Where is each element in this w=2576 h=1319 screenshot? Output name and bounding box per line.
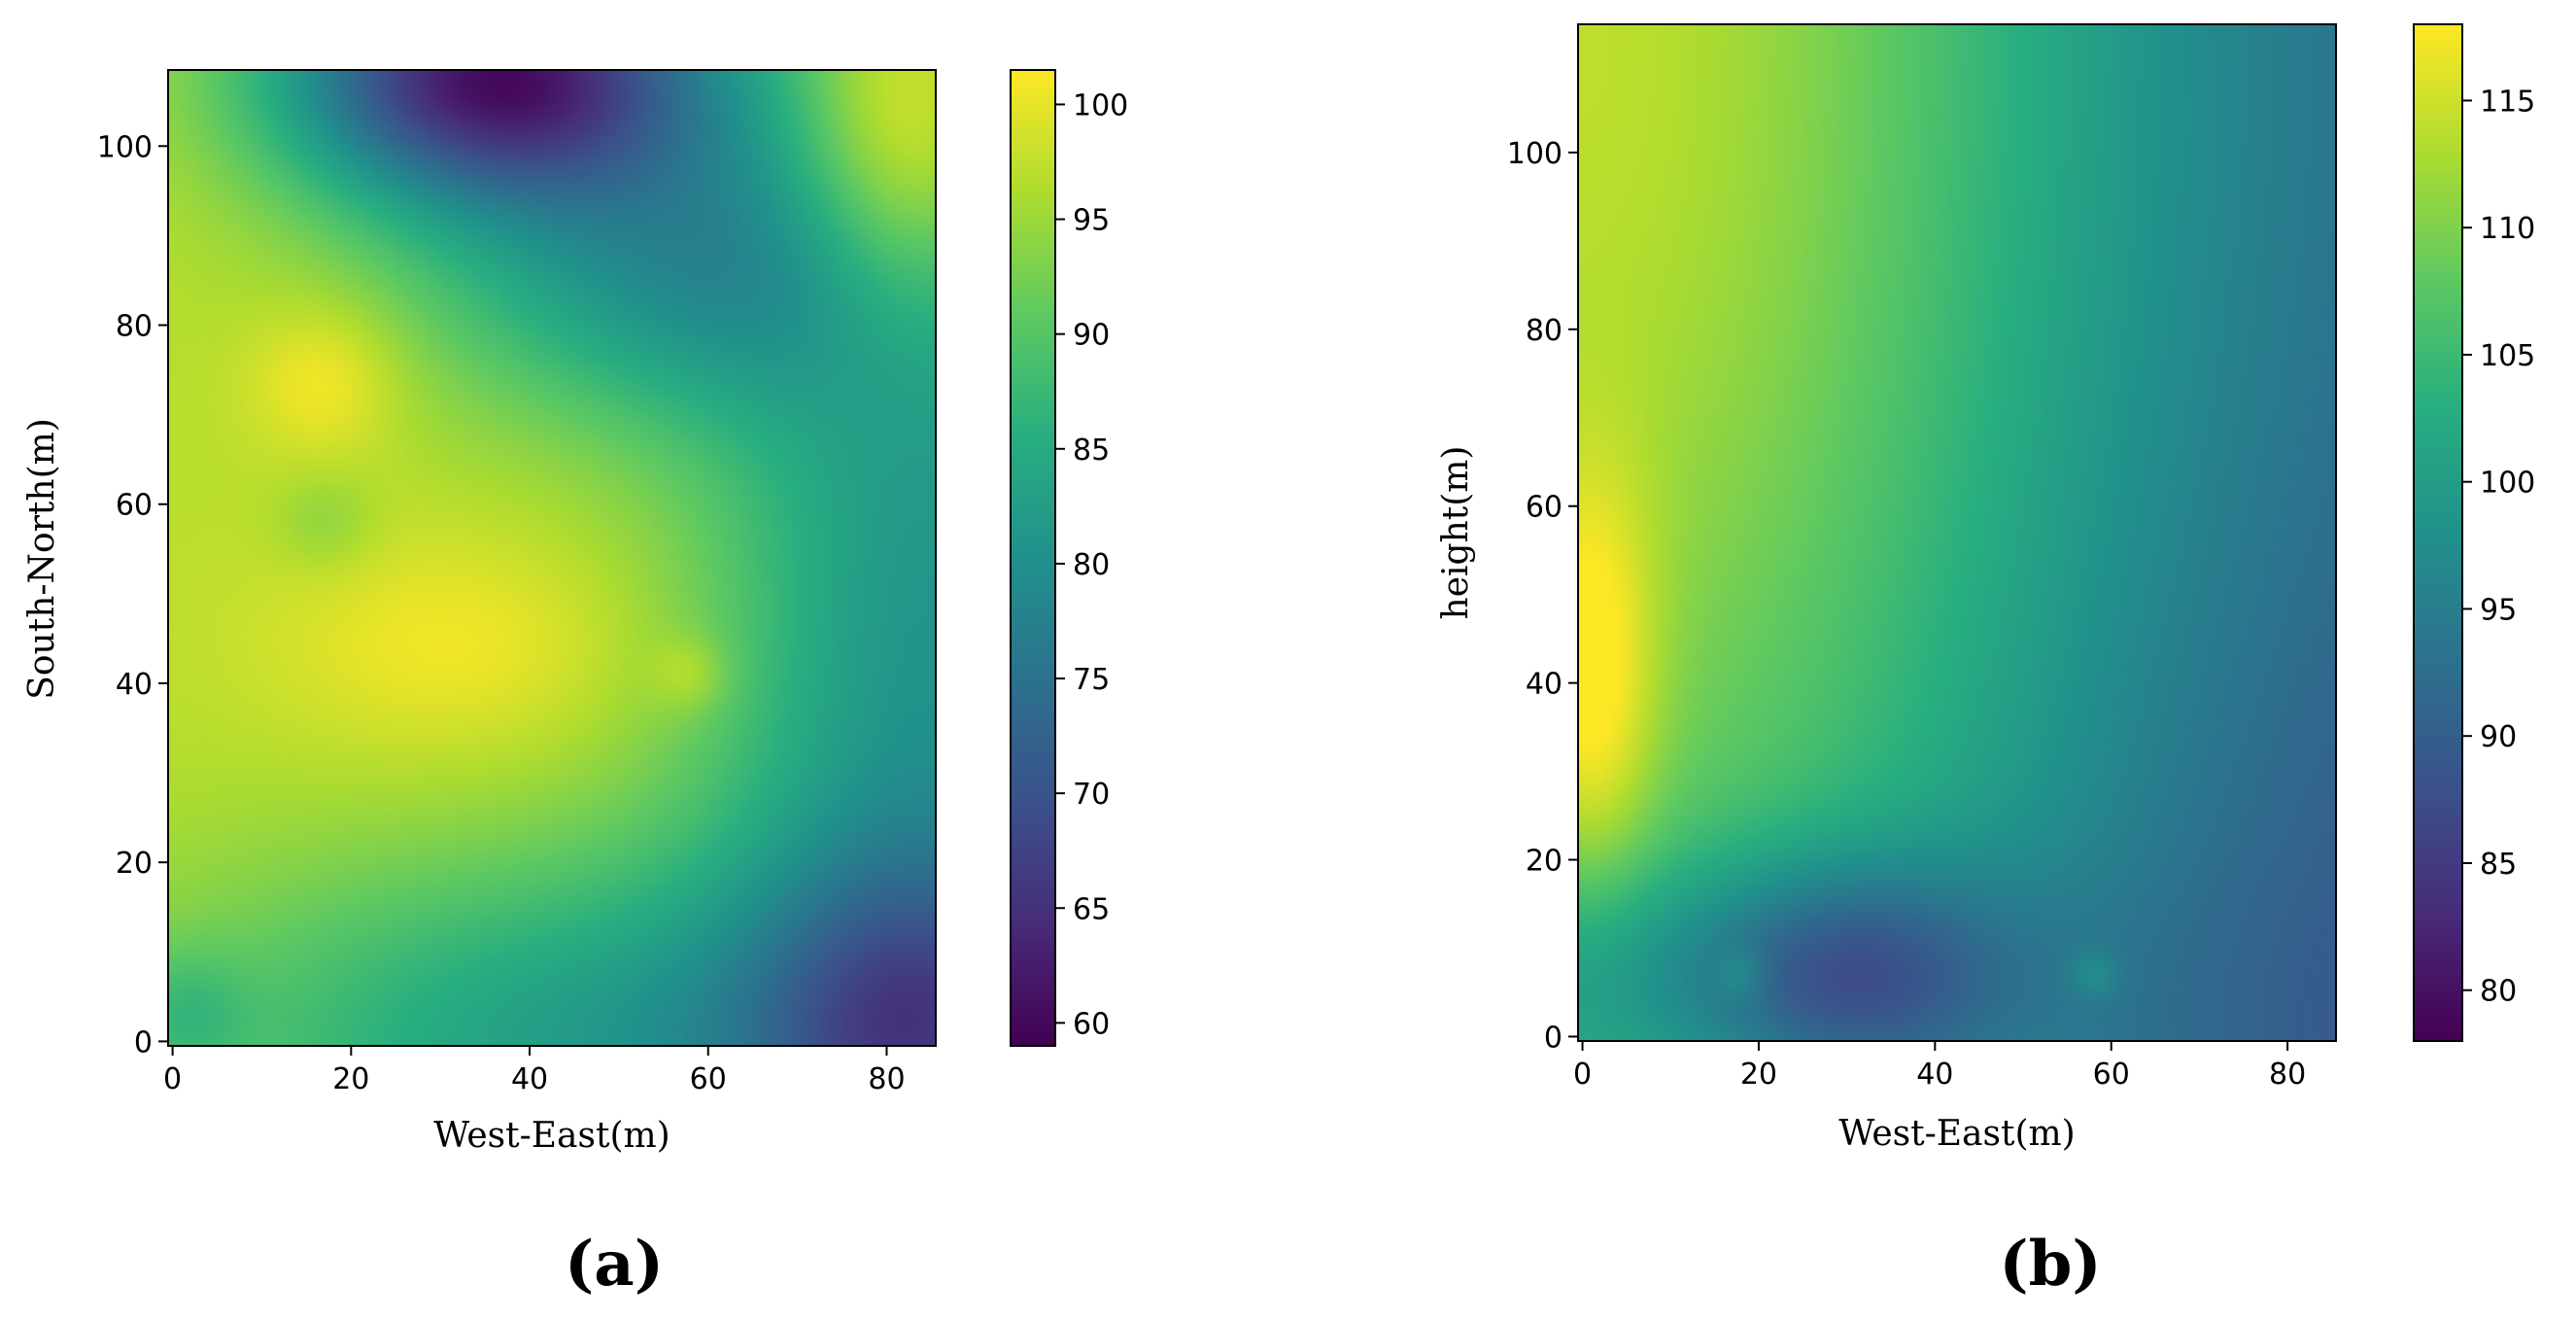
x-axis-label-a: West-East(m) bbox=[433, 1116, 670, 1156]
colorbar-tick-label: 105 bbox=[2480, 339, 2535, 373]
colorbar-tick-label: 100 bbox=[2480, 467, 2535, 501]
x-axis-label-b: West-East(m) bbox=[1838, 1114, 2075, 1154]
y-axis-label-b: height(m) bbox=[1436, 446, 1476, 620]
panel-b-heatmap: 0 20 40 60 80 0 20 40 60 80 100 West-East(m) heig… bbox=[1436, 23, 2535, 1301]
y-ticks-a: 0 20 40 60 80 100 bbox=[97, 130, 168, 1059]
y-tick-label: 40 bbox=[116, 668, 153, 702]
y-tick-label: 60 bbox=[1526, 491, 1563, 525]
y-tick-label: 20 bbox=[116, 847, 153, 881]
x-tick-label: 80 bbox=[868, 1062, 905, 1096]
colorbar-tick-label: 95 bbox=[1073, 204, 1110, 238]
colorbar-tick-label: 110 bbox=[2480, 212, 2535, 246]
x-tick-label: 20 bbox=[332, 1062, 369, 1096]
colorbar-tick-label: 80 bbox=[1073, 548, 1110, 582]
colorbar-tick-label: 100 bbox=[1073, 88, 1128, 122]
y-tick-label: 100 bbox=[97, 130, 153, 164]
x-tick-label: 60 bbox=[2093, 1058, 2130, 1092]
colorbar-tick-label: 80 bbox=[2480, 975, 2517, 1009]
x-tick-label: 40 bbox=[1916, 1058, 1953, 1092]
y-tick-label: 80 bbox=[116, 310, 153, 344]
colorbar-tick-label: 90 bbox=[2480, 720, 2517, 754]
colorbar-frame-a bbox=[1010, 69, 1056, 1047]
y-tick-label: 100 bbox=[1507, 137, 1563, 171]
colorbar-a bbox=[1011, 70, 1055, 1046]
y-tick-label: 80 bbox=[1526, 314, 1563, 348]
panel-label-b: (b) bbox=[1999, 1228, 2101, 1301]
y-tick-label: 0 bbox=[1544, 1021, 1563, 1055]
x-ticks-a: 0 20 40 60 80 bbox=[163, 1046, 906, 1096]
x-tick-label: 80 bbox=[2269, 1058, 2306, 1092]
x-tick-label: 0 bbox=[1573, 1058, 1592, 1092]
colorbar-tick-label: 70 bbox=[1073, 778, 1110, 812]
colorbar-ticks-a: 60 65 70 75 80 85 90 95 100 bbox=[1055, 88, 1128, 1041]
y-tick-label: 40 bbox=[1526, 668, 1563, 702]
y-tick-label: 20 bbox=[1526, 845, 1563, 879]
x-tick-label: 40 bbox=[511, 1062, 548, 1096]
x-ticks-b: 0 20 40 60 80 bbox=[1573, 1041, 2306, 1092]
colorbar-tick-label: 115 bbox=[2480, 85, 2535, 119]
colorbar-tick-label: 65 bbox=[1073, 892, 1110, 926]
colorbar-tick-label: 60 bbox=[1073, 1007, 1110, 1041]
y-axis-label-a: South-North(m) bbox=[22, 418, 62, 700]
colorbar-tick-label: 85 bbox=[2480, 848, 2517, 882]
heatmap-image-a bbox=[168, 70, 936, 1046]
panel-a-heatmap: 0 20 40 60 80 0 20 40 60 80 100 West-East(m) Sout… bbox=[22, 69, 1128, 1301]
colorbar-tick-label: 95 bbox=[2480, 593, 2517, 627]
x-tick-label: 60 bbox=[690, 1062, 727, 1096]
x-tick-label: 20 bbox=[1740, 1058, 1777, 1092]
heatmap-image-b bbox=[1578, 24, 2336, 1041]
x-tick-label: 0 bbox=[163, 1062, 182, 1096]
plot-frame-a bbox=[167, 69, 937, 1047]
colorbar-tick-label: 75 bbox=[1073, 663, 1110, 697]
colorbar-tick-label: 85 bbox=[1073, 434, 1110, 468]
colorbar-b bbox=[2414, 24, 2462, 1041]
plot-frame-b bbox=[1577, 23, 2337, 1042]
y-ticks-b: 0 20 40 60 80 100 bbox=[1507, 137, 1578, 1055]
y-tick-label: 60 bbox=[116, 489, 153, 523]
panel-label-a: (a) bbox=[565, 1228, 664, 1301]
y-tick-label: 0 bbox=[134, 1025, 153, 1059]
colorbar-tick-label: 90 bbox=[1073, 319, 1110, 353]
colorbar-ticks-b: 80 85 90 95 100 105 110 115 bbox=[2462, 85, 2535, 1009]
colorbar-frame-b bbox=[2413, 23, 2463, 1042]
